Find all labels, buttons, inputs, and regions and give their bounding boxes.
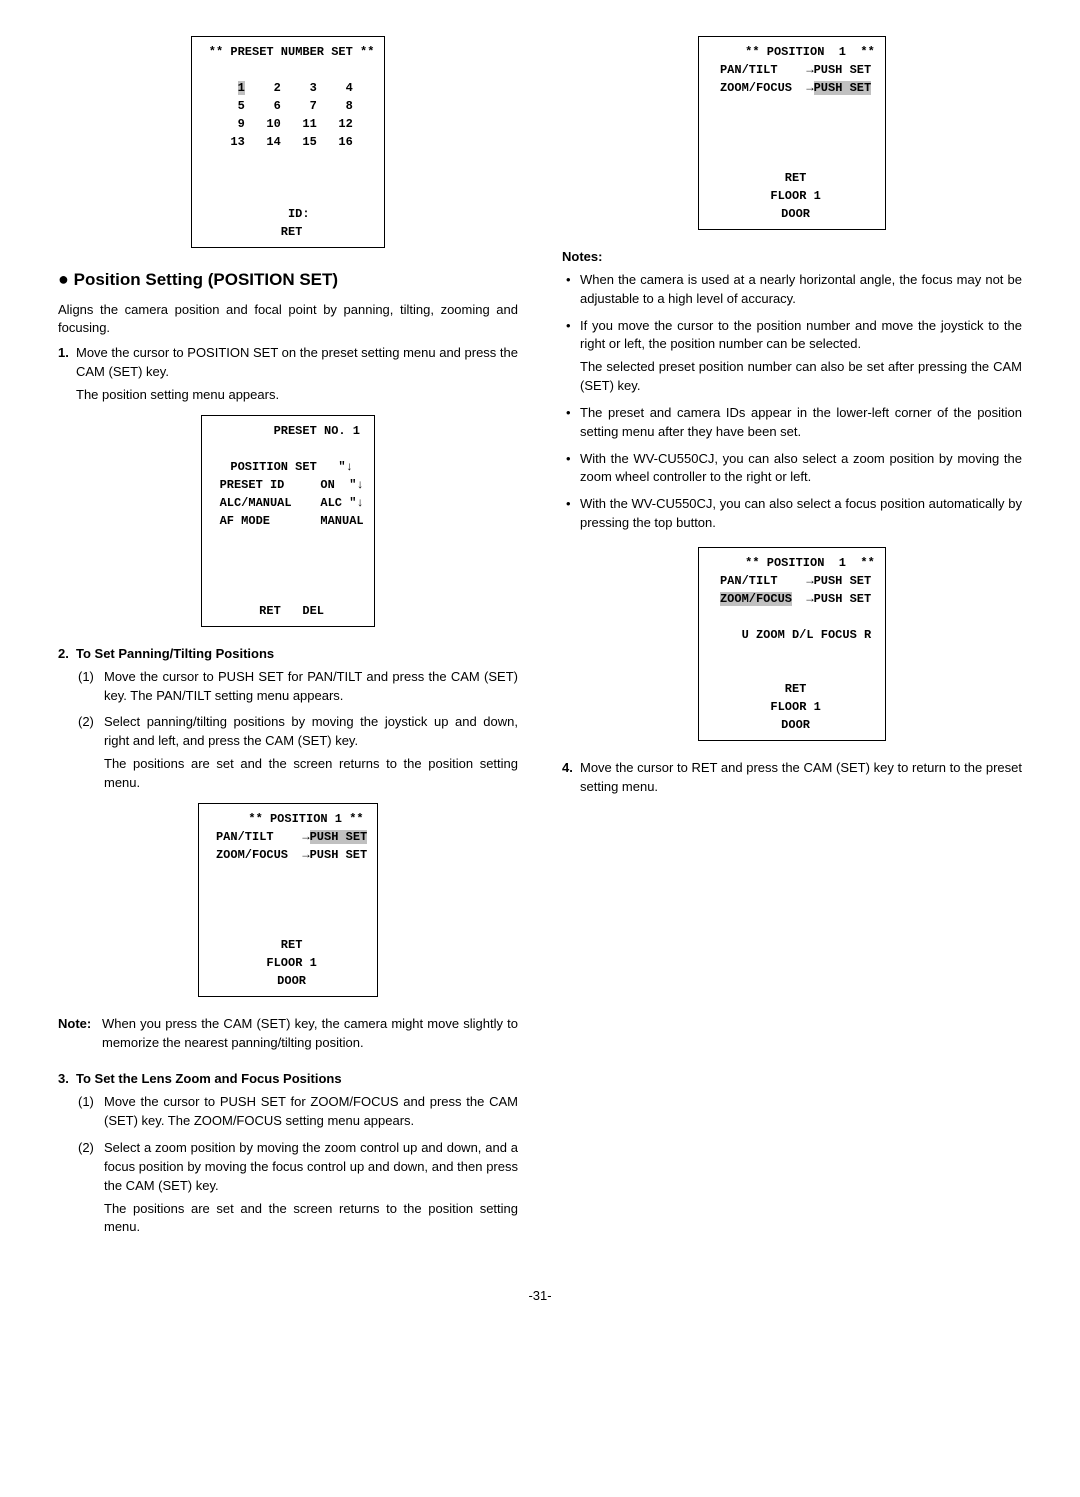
step-4-number: 4. bbox=[562, 759, 573, 778]
page-number: -31- bbox=[58, 1287, 1022, 1306]
step-1: 1. Move the cursor to POSITION SET on th… bbox=[76, 344, 518, 405]
term-a-l3: ZOOM/FOCUS →PUSH SET bbox=[209, 848, 367, 862]
term-c-l2: PAN/TILT →PUSH SET bbox=[713, 574, 871, 588]
section-heading: ● Position Setting (POSITION SET) bbox=[58, 266, 518, 293]
heading-bullet-icon: ● bbox=[58, 269, 69, 289]
term-c-rest: RET FLOOR 1 DOOR bbox=[763, 682, 821, 732]
term-a-hl: PUSH SET bbox=[310, 830, 368, 844]
step-2-1-label: (1) bbox=[78, 668, 94, 687]
step-3-2: (2) Select a zoom position by moving the… bbox=[104, 1139, 518, 1237]
step-2-heading: To Set Panning/Tilting Positions bbox=[76, 645, 518, 664]
terminal-position-b-wrap: ** POSITION 1 ** PAN/TILT →PUSH SET ZOOM… bbox=[562, 36, 1022, 230]
step-3-2-text-b: The positions are set and the screen ret… bbox=[104, 1200, 518, 1238]
term-b-l1: ** POSITION 1 ** bbox=[709, 45, 875, 59]
intro-text: Aligns the camera position and focal poi… bbox=[58, 301, 518, 339]
terminal-position-c: ** POSITION 1 ** PAN/TILT →PUSH SET ZOOM… bbox=[698, 547, 886, 741]
note-bullet-2b: The selected preset position number can … bbox=[580, 358, 1022, 396]
note-bullet-2a: If you move the cursor to the position n… bbox=[580, 318, 1022, 352]
note-bullet-4: With the WV-CU550CJ, you can also select… bbox=[580, 450, 1022, 488]
note-bullet-1: When the camera is used at a nearly hori… bbox=[580, 271, 1022, 309]
step-1-text-b: The position setting menu appears. bbox=[76, 386, 518, 405]
note-bullet-3: The preset and camera IDs appear in the … bbox=[580, 404, 1022, 442]
term-b-rest: RET FLOOR 1 DOOR bbox=[763, 171, 821, 221]
step-1-number: 1. bbox=[58, 344, 69, 363]
step-3-heading: To Set the Lens Zoom and Focus Positions bbox=[76, 1070, 518, 1089]
step-2-2: (2) Select panning/tilting positions by … bbox=[104, 713, 518, 792]
step-1-text-a: Move the cursor to POSITION SET on the p… bbox=[76, 345, 518, 379]
step-3: 3. To Set the Lens Zoom and Focus Positi… bbox=[76, 1070, 518, 1237]
term-c-l3a bbox=[713, 592, 720, 606]
term-b-l2: PAN/TILT →PUSH SET bbox=[713, 63, 871, 77]
note-block: Note: When you press the CAM (SET) key, … bbox=[58, 1015, 518, 1053]
terminal-position-a-wrap: ** POSITION 1 ** PAN/TILT →PUSH SET ZOOM… bbox=[58, 803, 518, 997]
note-body: When you press the CAM (SET) key, the ca… bbox=[102, 1016, 518, 1050]
terminal-position-a: ** POSITION 1 ** PAN/TILT →PUSH SET ZOOM… bbox=[198, 803, 378, 997]
terminal-position-b: ** POSITION 1 ** PAN/TILT →PUSH SET ZOOM… bbox=[698, 36, 886, 230]
term-a-l2: PAN/TILT → bbox=[209, 830, 310, 844]
step-2-1: (1) Move the cursor to PUSH SET for PAN/… bbox=[104, 668, 518, 706]
step-3-1: (1) Move the cursor to PUSH SET for ZOOM… bbox=[104, 1093, 518, 1131]
heading-text: Position Setting (POSITION SET) bbox=[74, 270, 338, 289]
left-column: ** PRESET NUMBER SET ** 1 2 3 4 5 6 7 8 … bbox=[58, 30, 518, 1247]
notes-heading: Notes: bbox=[562, 248, 1022, 267]
term-c-l1: ** POSITION 1 ** bbox=[709, 556, 875, 570]
step-3-1-label: (1) bbox=[78, 1093, 94, 1112]
terminal-preset-no: PRESET NO. 1 POSITION SET "↓ PRESET ID O… bbox=[201, 415, 374, 627]
step-4: 4. Move the cursor to RET and press the … bbox=[562, 759, 1022, 797]
note-label: Note: bbox=[58, 1015, 91, 1034]
term-a-l1: ** POSITION 1 ** bbox=[212, 812, 363, 826]
step-3-number: 3. bbox=[58, 1070, 69, 1089]
terminal-preset-number-set-wrap: ** PRESET NUMBER SET ** 1 2 3 4 5 6 7 8 … bbox=[58, 36, 518, 248]
step-2-2-label: (2) bbox=[78, 713, 94, 732]
step-2-number: 2. bbox=[58, 645, 69, 664]
terminal-preset-number-set: ** PRESET NUMBER SET ** 1 2 3 4 5 6 7 8 … bbox=[191, 36, 386, 248]
term-c-mid: U ZOOM D/L FOCUS R bbox=[713, 628, 871, 642]
step-2-2-text-b: The positions are set and the screen ret… bbox=[104, 755, 518, 793]
preset-number-highlight: 1 bbox=[238, 81, 245, 95]
step-3-1-text: Move the cursor to PUSH SET for ZOOM/FOC… bbox=[104, 1094, 518, 1128]
step-2-1-text: Move the cursor to PUSH SET for PAN/TILT… bbox=[104, 669, 518, 703]
term-c-hl: ZOOM/FOCUS bbox=[720, 592, 792, 606]
right-column: ** POSITION 1 ** PAN/TILT →PUSH SET ZOOM… bbox=[562, 30, 1022, 1247]
step-3-2-label: (2) bbox=[78, 1139, 94, 1158]
term-c-l3b: →PUSH SET bbox=[792, 592, 871, 606]
note-bullet-5: With the WV-CU550CJ, you can also select… bbox=[580, 495, 1022, 533]
step-3-2-text-a: Select a zoom position by moving the zoo… bbox=[104, 1140, 518, 1193]
step-4-text: Move the cursor to RET and press the CAM… bbox=[580, 760, 1022, 794]
term-a-rest: RET FLOOR 1 DOOR bbox=[259, 938, 317, 988]
terminal-position-c-wrap: ** POSITION 1 ** PAN/TILT →PUSH SET ZOOM… bbox=[562, 547, 1022, 741]
note-bullet-2: If you move the cursor to the position n… bbox=[580, 317, 1022, 396]
step-2: 2. To Set Panning/Tilting Positions (1) … bbox=[76, 645, 518, 793]
term-b-l3: ZOOM/FOCUS → bbox=[713, 81, 814, 95]
step-2-2-text-a: Select panning/tilting positions by movi… bbox=[104, 714, 518, 748]
terminal-preset-no-wrap: PRESET NO. 1 POSITION SET "↓ PRESET ID O… bbox=[58, 415, 518, 627]
term-b-hl: PUSH SET bbox=[814, 81, 872, 95]
